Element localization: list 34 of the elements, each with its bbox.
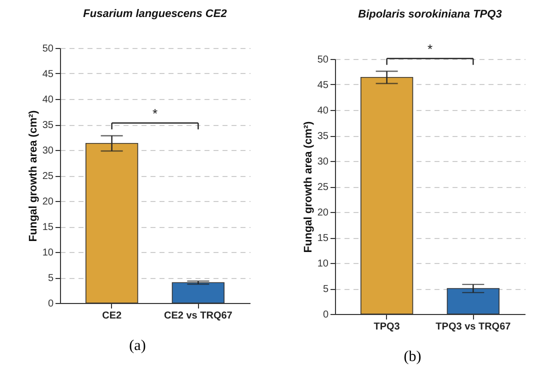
y-tick-label: 0 <box>322 310 328 320</box>
y-tick-label: 10 <box>316 258 328 270</box>
y-tick-label: 25 <box>316 182 328 193</box>
y-tick-label: 10 <box>42 248 54 258</box>
x-tick-label: TPQ3 vs TRQ67 <box>435 322 511 332</box>
y-axis-title: Fungal growth area (cm²) <box>302 120 314 253</box>
x-tick-label: CE2 vs TRQ67 <box>163 310 232 322</box>
x-tick-label: CE2 <box>102 310 122 322</box>
y-tick-label: 20 <box>42 196 54 208</box>
y-tick-label: 50 <box>42 44 54 54</box>
y-tick-label: 40 <box>42 94 54 106</box>
y-tick-label: 25 <box>42 171 54 182</box>
text: * <box>426 42 432 57</box>
chart-title: Bipolaris sorokiniana TPQ3 <box>358 8 502 21</box>
y-tick-label: 50 <box>316 54 328 66</box>
y-axis-title: Fungal growth area (cm²) <box>26 110 39 242</box>
y-tick-label: 45 <box>316 80 328 91</box>
y-tick-label: 40 <box>316 106 328 116</box>
y-tick-label: 30 <box>42 146 54 156</box>
y-tick-label: 20 <box>316 208 328 218</box>
y-tick-label: 0 <box>47 298 54 310</box>
x-tick-label: TPQ3 <box>373 322 400 332</box>
text: (b) <box>404 349 422 366</box>
y-tick-label: 15 <box>316 233 328 244</box>
y-tick-label: 5 <box>47 273 54 284</box>
y-tick-label: 30 <box>316 156 328 168</box>
annotation: * <box>152 106 158 122</box>
y-tick-label: 15 <box>42 222 54 233</box>
y-tick-label: 35 <box>42 120 54 131</box>
y-tick-label: 5 <box>322 284 328 295</box>
text: (a) <box>129 338 146 355</box>
chart-title: Fusarium languescens CE2 <box>82 8 226 20</box>
y-tick-label: 45 <box>42 69 54 80</box>
y-tick-label: 35 <box>316 131 328 142</box>
